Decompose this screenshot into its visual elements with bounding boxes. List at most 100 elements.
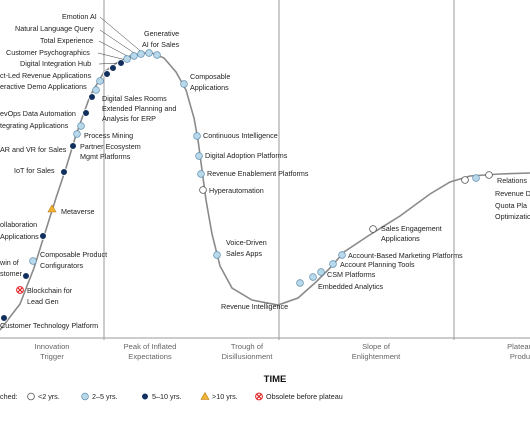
phase-4-line2: Enlightenment [352,352,401,361]
label-integrating-applications: tegrating Applications [0,121,69,130]
label-collaboration-line2: Applications [0,232,39,241]
label-quota-pla: Quota Pla [495,201,527,210]
phase-1-line1: Innovation [34,342,69,351]
phase-2-line2: Expectations [128,352,172,361]
label-revenue-enablement: Revenue Enablement Platforms [207,169,309,178]
phase-3-line1: Trough of [231,342,264,351]
legend: ched: <2 yrs. 2–5 yrs. 5–10 yrs. >10 yrs… [0,391,343,401]
label-partner-ecosystem-line2: Mgmt Platforms [80,152,131,161]
marker-customer-psychographics[interactable] [123,55,131,63]
label-customer-psychographics: Customer Psychographics [6,48,90,57]
marker-revenue-d[interactable] [472,174,480,182]
legend-label-lt2: <2 yrs. [38,392,60,401]
label-hyperautomation: Hyperautomation [209,186,264,195]
marker-composable[interactable] [180,80,188,88]
label-collaboration: ollaboration [0,220,37,229]
label-sales-engagement: Sales Engagement [381,224,442,233]
marker-product-led-revenue[interactable] [109,64,117,72]
marker-interactive-demo[interactable] [103,70,111,78]
tech-markers [0,49,493,322]
legend-marker-gt10 [200,391,210,400]
marker-sales-engagement[interactable] [369,225,377,233]
legend-label-gt10: >10 yrs. [212,392,238,401]
label-product-led-revenue: ct-Led Revenue Applications [0,71,92,80]
marker-devops-data-automation[interactable] [88,93,96,101]
marker-composable-product[interactable] [29,257,37,265]
marker-collaboration[interactable] [39,232,47,240]
label-relations: Relations [497,176,527,185]
marker-revenue-enablement[interactable] [197,170,205,178]
marker-customer-technology-platform[interactable] [0,314,8,322]
label-metaverse: Metaverse [61,207,95,216]
marker-quota-pla[interactable] [461,176,469,184]
label-generative: Generative [144,29,179,38]
label-composable-product: Composable Product [40,250,107,259]
marker-voice-driven[interactable] [213,251,221,259]
label-revenue-intelligence: Revenue Intelligence [221,302,288,311]
marker-hyperautomation[interactable] [199,186,207,194]
marker-twin-of[interactable] [22,272,30,280]
label-continuous-intelligence: Continuous Intelligence [203,131,278,140]
label-natural-language-query: Natural Language Query [15,24,94,33]
marker-relations[interactable] [485,171,493,179]
label-emotion-ai: Emotion AI [62,12,97,21]
marker-blockchain-x2 [17,287,23,293]
marker-metaverse[interactable] [47,204,57,213]
marker-total-experience[interactable] [130,52,138,60]
label-digital-integration-hub: Digital Integration Hub [20,59,91,68]
label-account-planning-tools: Account Planning Tools [340,260,415,269]
marker-account-based-marketing[interactable] [338,251,346,259]
legend-prefix: ched: [0,392,18,401]
label-composable: Composable [190,72,230,81]
label-extended-planning-line2: Analysis for ERP [102,114,156,123]
legend-marker-2to5 [81,392,89,401]
phase-3-line2: Disillusionment [221,352,273,361]
label-twin-of: win of [0,258,19,267]
label-total-experience: Total Experience [40,36,93,45]
marker-csm-platforms[interactable] [317,268,325,276]
label-process-mining: Process Mining [84,131,133,140]
label-digital-adoption: Digital Adoption Platforms [205,151,288,160]
label-partner-ecosystem: Partner Ecosystem [80,142,141,151]
label-digital-sales-rooms: Digital Sales Rooms [102,94,167,103]
marker-iot-for-sales[interactable] [60,168,68,176]
label-composable-product-line2: Configurators [40,261,84,270]
leader-lines [97,16,145,65]
marker-embedded-analytics[interactable] [309,273,317,281]
marker-blockchain[interactable] [16,286,24,294]
marker-account-planning-tools[interactable] [329,260,337,268]
label-account-based-marketing: Account-Based Marketing Platforms [348,251,463,260]
legend-label-obsolete: Obsolete before plateau [266,392,343,401]
marker-digital-integration-hub[interactable] [117,59,125,67]
label-quota-pla-line2: Optimizatio [495,212,530,221]
label-devops-data-automation: evOps Data Automation [0,109,76,118]
phase-5-line2: Produ [510,352,530,361]
marker-process-mining[interactable] [77,122,85,130]
marker-generative[interactable] [153,51,161,59]
label-ar-vr-sales: AR and VR for Sales [0,145,67,154]
marker-partner-ecosystem[interactable] [73,130,81,138]
marker-extended-planning[interactable] [92,86,100,94]
marker-revenue-intelligence[interactable] [296,279,304,287]
label-extended-planning: Extended Planning and [102,104,176,113]
marker-natural-language-query[interactable] [137,50,145,58]
marker-digital-sales-rooms[interactable] [96,77,104,85]
label-csm-platforms: CSM Platforms [327,270,376,279]
legend-marker-lt2 [27,392,35,401]
marker-digital-adoption[interactable] [195,152,203,160]
marker-ar-vr-sales[interactable] [69,142,77,150]
marker-integrating-applications[interactable] [82,109,90,117]
label-twin-of-line2: stomer [0,269,23,278]
phase-5-line1: Plateau [507,342,530,351]
label-iot-for-sales: IoT for Sales [14,166,55,175]
legend-marker-obsolete [255,392,263,401]
legend-label-2to5: 2–5 yrs. [92,392,118,401]
label-voice-driven-line2: Sales Apps [226,249,262,258]
tech-labels: Emotion AI Natural Language Query Total … [0,12,530,330]
label-sales-engagement-line2: Applications [381,234,420,243]
marker-emotion-ai[interactable] [145,49,153,57]
label-voice-driven: Voice-Driven [226,238,267,247]
marker-continuous-intelligence[interactable] [193,132,201,140]
label-embedded-analytics: Embedded Analytics [318,282,384,291]
